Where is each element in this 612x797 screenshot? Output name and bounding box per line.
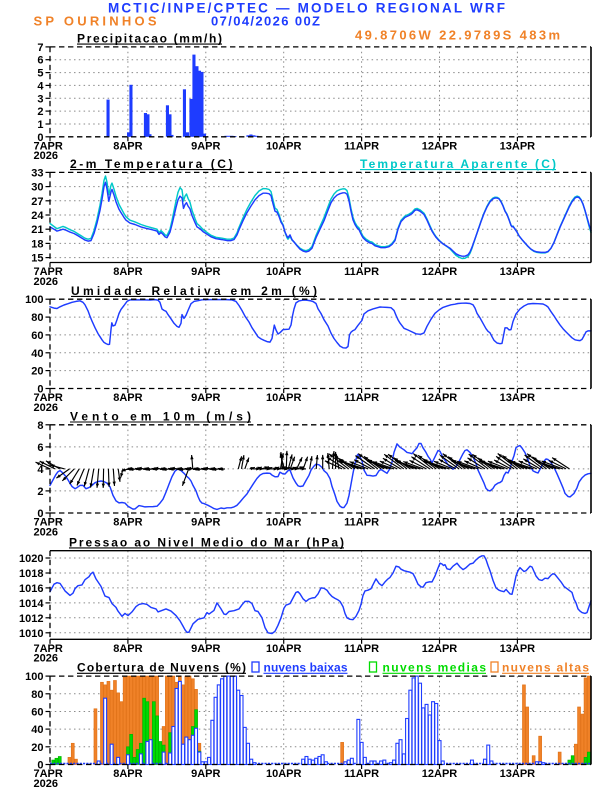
svg-text:8APR: 8APR [113, 140, 142, 152]
svg-text:11APR: 11APR [344, 643, 379, 655]
svg-text:12APR: 12APR [422, 392, 458, 404]
svg-text:nuvens medias: nuvens medias [383, 661, 487, 675]
svg-text:9APR: 9APR [191, 643, 220, 655]
svg-text:10APR: 10APR [266, 392, 302, 404]
svg-text:4: 4 [37, 80, 44, 92]
svg-text:13APR: 13APR [500, 392, 536, 404]
svg-text:80: 80 [31, 312, 43, 324]
svg-text:12APR: 12APR [422, 643, 458, 655]
svg-text:SP OURINHOS: SP OURINHOS [34, 13, 157, 28]
svg-text:12APR: 12APR [422, 517, 458, 529]
svg-text:8APR: 8APR [113, 392, 142, 404]
svg-text:2026: 2026 [34, 150, 58, 162]
svg-text:15: 15 [31, 253, 43, 265]
svg-text:60: 60 [31, 330, 43, 342]
svg-text:24: 24 [31, 210, 44, 222]
svg-text:1012: 1012 [19, 613, 43, 625]
svg-text:8APR: 8APR [113, 768, 142, 780]
svg-text:1014: 1014 [19, 598, 44, 610]
svg-text:10APR: 10APR [266, 140, 302, 152]
svg-text:2026: 2026 [34, 276, 58, 288]
svg-text:21: 21 [31, 224, 43, 236]
svg-text:30: 30 [31, 182, 43, 194]
svg-text:12APR: 12APR [422, 140, 458, 152]
svg-text:1: 1 [37, 119, 43, 131]
svg-text:12APR: 12APR [422, 266, 458, 278]
svg-text:11APR: 11APR [344, 266, 379, 278]
svg-text:9APR: 9APR [191, 140, 220, 152]
svg-text:60: 60 [31, 707, 43, 719]
svg-text:20: 20 [31, 366, 43, 378]
svg-text:3: 3 [37, 93, 43, 105]
svg-text:49.8706W 22.9789S 483m: 49.8706W 22.9789S 483m [355, 28, 560, 43]
svg-text:100: 100 [25, 294, 43, 306]
svg-text:9APR: 9APR [191, 266, 220, 278]
svg-text:18: 18 [31, 238, 43, 250]
svg-text:11APR: 11APR [344, 392, 379, 404]
svg-text:11APR: 11APR [344, 517, 379, 529]
svg-text:10APR: 10APR [266, 266, 302, 278]
svg-text:13APR: 13APR [500, 266, 536, 278]
svg-text:2026: 2026 [34, 653, 58, 665]
svg-text:nuvens altas: nuvens altas [502, 661, 589, 675]
svg-text:13APR: 13APR [500, 140, 536, 152]
svg-text:9APR: 9APR [191, 768, 220, 780]
svg-text:27: 27 [31, 196, 43, 208]
svg-text:Cobertura de Nuvens (%): Cobertura de Nuvens (%) [77, 661, 246, 675]
svg-text:1018: 1018 [19, 568, 43, 580]
svg-text:2026: 2026 [34, 778, 58, 790]
svg-text:2026: 2026 [34, 526, 58, 538]
svg-text:40: 40 [31, 348, 43, 360]
svg-text:1010: 1010 [19, 628, 43, 640]
svg-text:2-m Temperatura (C): 2-m Temperatura (C) [70, 157, 233, 171]
svg-text:2026: 2026 [34, 402, 58, 414]
svg-text:11APR: 11APR [344, 140, 379, 152]
svg-text:1020: 1020 [19, 553, 43, 565]
svg-text:8APR: 8APR [113, 643, 142, 655]
svg-text:9APR: 9APR [191, 517, 220, 529]
svg-text:8: 8 [37, 420, 43, 432]
svg-text:9APR: 9APR [191, 392, 220, 404]
svg-text:8APR: 8APR [113, 517, 142, 529]
svg-text:40: 40 [31, 724, 43, 736]
svg-text:Temperatura Aparente (C): Temperatura Aparente (C) [360, 157, 556, 171]
svg-text:11APR: 11APR [344, 768, 379, 780]
svg-text:4: 4 [37, 464, 44, 476]
svg-text:80: 80 [31, 689, 43, 701]
svg-text:2: 2 [37, 106, 43, 118]
svg-text:7: 7 [37, 42, 43, 54]
svg-text:Precipitacao (mm/h): Precipitacao (mm/h) [77, 32, 222, 46]
svg-text:10APR: 10APR [266, 517, 302, 529]
svg-text:12APR: 12APR [422, 768, 458, 780]
svg-text:13APR: 13APR [500, 768, 536, 780]
svg-text:Umidade Relativa em 2m (%): Umidade Relativa em 2m (%) [71, 284, 317, 298]
svg-text:33: 33 [31, 167, 43, 179]
svg-text:8APR: 8APR [113, 266, 142, 278]
svg-text:2: 2 [37, 486, 43, 498]
svg-text:6: 6 [37, 55, 43, 67]
svg-text:13APR: 13APR [500, 517, 536, 529]
svg-text:Pressao ao Nivel Medio do Mar: Pressao ao Nivel Medio do Mar (hPa) [69, 535, 344, 549]
svg-text:nuvens baixas: nuvens baixas [264, 661, 348, 675]
svg-text:13APR: 13APR [500, 643, 536, 655]
svg-text:10APR: 10APR [266, 643, 302, 655]
svg-text:1016: 1016 [19, 583, 43, 595]
svg-text:07/04/2026 00Z: 07/04/2026 00Z [211, 13, 320, 28]
svg-text:5: 5 [37, 68, 43, 80]
svg-text:100: 100 [25, 671, 43, 683]
svg-text:6: 6 [37, 442, 43, 454]
svg-text:10APR: 10APR [266, 768, 302, 780]
svg-text:20: 20 [31, 742, 43, 754]
